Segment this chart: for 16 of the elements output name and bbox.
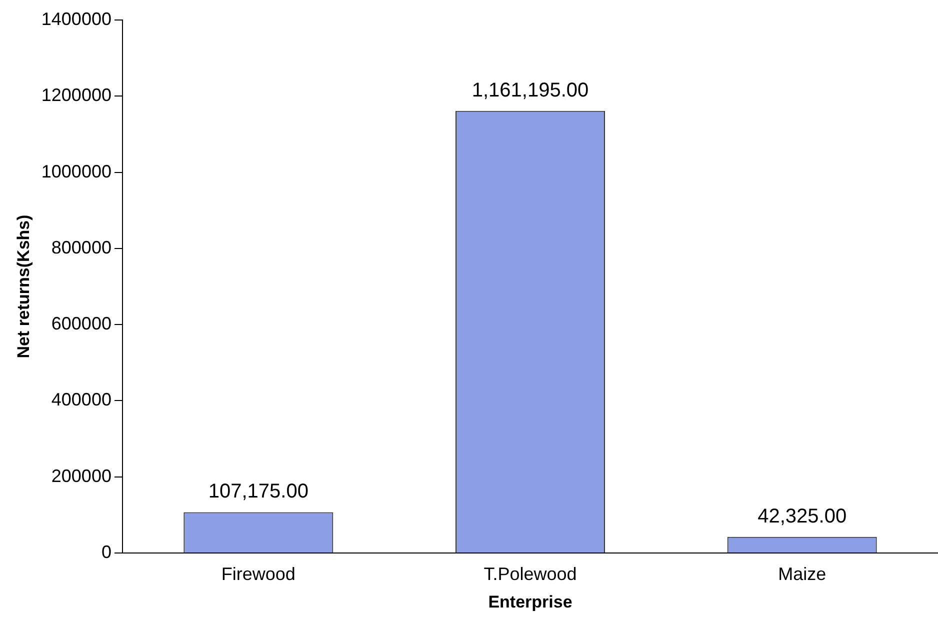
y-axis-title: Net returns(Kshs) (14, 214, 33, 358)
x-axis-title: Enterprise (488, 592, 572, 612)
x-tick-label: Firewood (221, 564, 296, 584)
y-tick-label: 400000 (51, 390, 112, 410)
y-tick-label: 0 (101, 542, 112, 562)
data-label: 42,325.00 (758, 505, 847, 528)
y-tick-label: 800000 (51, 237, 112, 258)
x-tick-label: T.Polewood (484, 564, 577, 584)
data-label: 107,175.00 (208, 480, 308, 503)
y-tick-label: 1400000 (41, 8, 112, 29)
y-tick-label: 200000 (51, 466, 112, 486)
y-tick-label: 1000000 (41, 161, 112, 182)
y-tick-label: 1200000 (41, 85, 112, 106)
x-tick-label: Maize (778, 564, 826, 584)
data-label: 1,161,195.00 (472, 79, 589, 102)
y-tick-label: 600000 (51, 314, 112, 334)
